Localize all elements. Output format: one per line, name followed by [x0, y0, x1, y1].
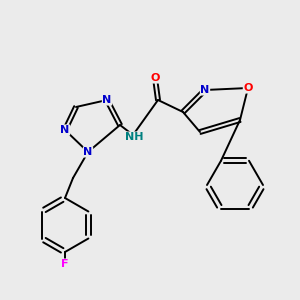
Text: F: F — [61, 259, 69, 269]
Text: N: N — [200, 85, 210, 95]
Text: O: O — [243, 83, 253, 93]
Text: NH: NH — [125, 132, 143, 142]
Text: N: N — [60, 125, 70, 135]
Text: N: N — [83, 147, 93, 157]
Text: O: O — [150, 73, 160, 83]
Text: N: N — [102, 95, 112, 105]
